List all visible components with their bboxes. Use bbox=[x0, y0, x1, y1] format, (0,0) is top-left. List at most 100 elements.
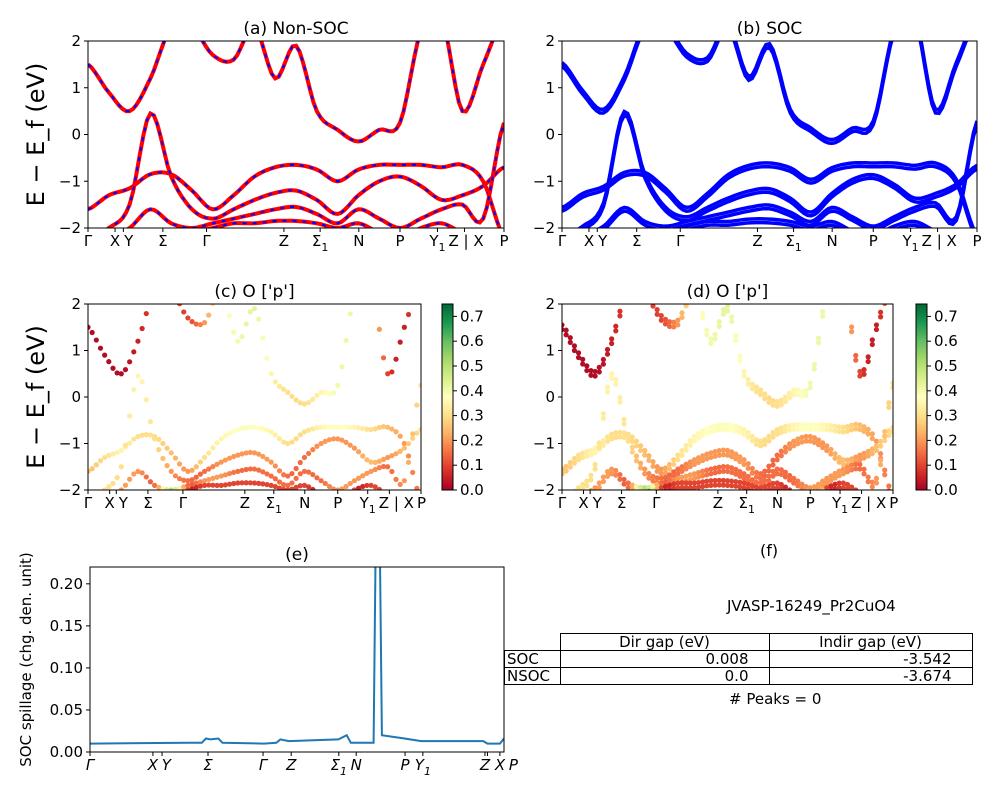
band-point bbox=[803, 422, 809, 428]
band-point bbox=[836, 428, 842, 435]
band-point bbox=[418, 426, 421, 433]
band-point bbox=[700, 468, 706, 474]
band-point bbox=[791, 392, 797, 398]
band-point bbox=[803, 392, 809, 398]
band-point bbox=[260, 426, 266, 432]
band-point bbox=[695, 459, 702, 466]
band-point bbox=[886, 488, 892, 490]
band-point bbox=[700, 479, 706, 485]
band-point bbox=[322, 424, 328, 430]
x-tick-label: Σ1 bbox=[738, 494, 754, 516]
band-point bbox=[758, 471, 764, 477]
band-point bbox=[792, 489, 795, 490]
band-point bbox=[638, 465, 644, 471]
band-point bbox=[683, 473, 689, 479]
band-point bbox=[815, 481, 822, 487]
band-point bbox=[584, 363, 590, 369]
band-point bbox=[832, 451, 838, 457]
band-point bbox=[820, 422, 826, 428]
band-point bbox=[799, 388, 805, 395]
band-point bbox=[617, 471, 623, 478]
band-point bbox=[251, 466, 258, 472]
table-corner bbox=[505, 634, 561, 651]
band-point bbox=[347, 442, 353, 448]
band-point bbox=[297, 459, 303, 466]
band-point bbox=[646, 457, 652, 463]
band-point bbox=[181, 309, 187, 315]
band-point bbox=[729, 478, 735, 484]
band-point bbox=[339, 364, 345, 370]
band-point bbox=[293, 397, 299, 403]
band-point bbox=[621, 416, 627, 422]
band-point bbox=[405, 459, 412, 465]
band-point bbox=[749, 470, 755, 476]
band-point bbox=[127, 359, 133, 365]
band-point bbox=[782, 484, 789, 490]
band-point bbox=[567, 459, 573, 466]
band-point bbox=[201, 320, 208, 326]
band-point bbox=[168, 450, 174, 456]
band-point bbox=[326, 424, 333, 430]
band-point bbox=[389, 369, 395, 375]
band-line bbox=[562, 41, 967, 142]
band-point bbox=[156, 447, 162, 453]
band-point bbox=[886, 289, 891, 294]
band-point bbox=[393, 451, 399, 457]
band-point bbox=[778, 402, 784, 408]
band-point bbox=[675, 480, 681, 486]
plot-area-b bbox=[562, 41, 977, 228]
y-tick-label: 0.15 bbox=[50, 617, 83, 635]
band-point bbox=[758, 392, 764, 398]
band-point bbox=[832, 423, 838, 429]
band-point bbox=[264, 481, 270, 488]
band-point bbox=[679, 447, 685, 454]
band-point bbox=[729, 483, 735, 489]
band-point bbox=[147, 479, 154, 485]
band-point bbox=[376, 486, 382, 490]
band-point bbox=[634, 493, 639, 498]
band-point bbox=[869, 450, 875, 457]
band-point bbox=[580, 481, 586, 488]
band-point bbox=[791, 438, 797, 444]
band-point bbox=[708, 424, 714, 430]
band-point bbox=[393, 476, 399, 482]
band-point bbox=[106, 484, 112, 490]
band-point bbox=[630, 286, 635, 291]
band-point bbox=[592, 368, 598, 375]
y-axis-label: SOC spillage (chg. den. unit) bbox=[17, 552, 35, 767]
band-point bbox=[695, 455, 702, 461]
band-point bbox=[376, 458, 382, 464]
band-point bbox=[289, 486, 295, 490]
band-point bbox=[567, 464, 573, 470]
band-line-dashed bbox=[107, 112, 504, 228]
band-point bbox=[766, 399, 772, 405]
band-point bbox=[609, 471, 615, 477]
band-point bbox=[840, 461, 846, 468]
band-point bbox=[218, 482, 224, 488]
band-point bbox=[360, 425, 366, 432]
band-point bbox=[708, 478, 714, 484]
band-point bbox=[272, 483, 278, 490]
band-point bbox=[671, 485, 677, 490]
band-point bbox=[836, 480, 842, 486]
band-point bbox=[666, 482, 673, 488]
x-tick-label: P bbox=[333, 494, 342, 512]
band-point bbox=[836, 468, 842, 474]
band-point bbox=[351, 445, 357, 451]
band-point bbox=[737, 358, 743, 364]
panel-title-a: (a) Non-SOC bbox=[243, 19, 348, 39]
band-point bbox=[164, 493, 169, 498]
band-point bbox=[281, 386, 287, 392]
band-point bbox=[247, 309, 253, 315]
row-label: SOC bbox=[504, 650, 561, 668]
band-point bbox=[596, 364, 602, 370]
band-point bbox=[857, 373, 863, 379]
band-point bbox=[786, 445, 793, 452]
band-point bbox=[807, 485, 813, 490]
band-point bbox=[712, 428, 718, 434]
band-point bbox=[268, 473, 274, 479]
band-point bbox=[700, 453, 706, 459]
band-point bbox=[795, 496, 800, 501]
band-point bbox=[679, 468, 685, 474]
band-point bbox=[729, 465, 735, 471]
